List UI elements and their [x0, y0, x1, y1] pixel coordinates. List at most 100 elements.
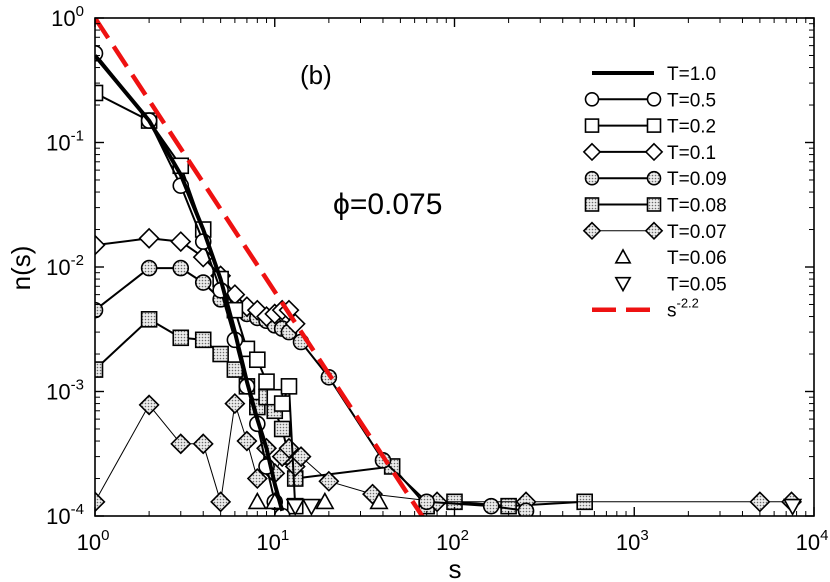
legend-marker [646, 170, 662, 186]
y-tick-exp: 0 [76, 3, 84, 20]
y-tick-label: 100 [51, 3, 84, 31]
legend-label-text: T=0.1 [667, 143, 716, 164]
legend-label: T=0.08 [667, 196, 727, 217]
y-tick-exp: -2 [71, 252, 84, 269]
data-point [280, 378, 298, 395]
legend-label-text: T=0.06 [667, 248, 727, 269]
plot-frame [94, 17, 815, 517]
legend-label-text: T=0.2 [667, 117, 716, 138]
data-point [95, 84, 104, 102]
data-point [782, 498, 803, 516]
legend-marker [584, 118, 600, 133]
legend-label-text: T=0.05 [667, 274, 727, 295]
legend-item: T=0.07 [582, 221, 727, 243]
series-t-0-05 [285, 498, 803, 516]
legend: T=1.0 T=0.5 T=0.2 T=0.1 T=0.09 T=0.08 T=0.07 T=… [582, 64, 727, 322]
data-point [172, 259, 190, 277]
data-point [249, 351, 266, 369]
data-point [95, 234, 106, 256]
data-point [285, 498, 305, 516]
data-point [140, 259, 158, 277]
data-point [517, 502, 535, 516]
data-point [418, 493, 435, 511]
y-tick-label: 10-1 [46, 128, 84, 156]
legend-marker [584, 92, 600, 107]
data-point [315, 491, 335, 510]
y-tick-label: 10-4 [46, 501, 84, 529]
x-tick-base: 10 [616, 530, 640, 555]
y-tick-base: 10 [46, 131, 70, 156]
x-tick-base: 10 [796, 530, 820, 555]
x-axis-label: s [449, 554, 462, 582]
legend-marker [646, 92, 662, 107]
data-point [290, 446, 312, 468]
y-axis-label: n(s) [6, 246, 36, 291]
data-point [258, 373, 275, 390]
data-point [273, 395, 291, 412]
legend-marker [584, 170, 600, 186]
x-tick-label: 103 [616, 527, 649, 555]
series-layer [95, 18, 803, 516]
data-point [192, 433, 214, 455]
x-tick-label: 104 [796, 527, 829, 555]
y-tick-exp: -3 [71, 377, 84, 394]
legend-label: T=0.5 [667, 90, 716, 111]
data-point [172, 329, 190, 347]
data-point [278, 437, 300, 459]
y-tick-label: 10-3 [46, 377, 84, 405]
legend-item: T=0.5 [584, 90, 716, 111]
legend-label-text: T=0.08 [667, 196, 727, 217]
data-point [273, 420, 291, 438]
legend-label: T=0.05 [667, 274, 727, 295]
phi-value: =0.075 [350, 188, 443, 221]
series-line [95, 54, 285, 512]
data-point [212, 345, 229, 363]
y-tick-base: 10 [46, 255, 70, 280]
legend-item: s-2.2 [592, 296, 699, 322]
data-point [301, 498, 322, 516]
legend-label: T=0.09 [667, 169, 727, 190]
data-point [482, 497, 500, 515]
legend-marker [646, 197, 662, 212]
legend-label: T=0.2 [667, 117, 716, 138]
data-point [95, 361, 104, 378]
data-point [194, 274, 212, 291]
phi-annotation: ϕ=0.075 [333, 188, 442, 221]
y-tick-base: 10 [51, 6, 75, 31]
legend-marker [614, 276, 632, 293]
x-tick-exp: 4 [820, 527, 828, 544]
legend-marker [584, 197, 600, 212]
data-point [318, 470, 340, 492]
legend-label: T=0.06 [667, 248, 727, 269]
x-tick-exp: 3 [640, 527, 648, 544]
legend-item: T=1.0 [592, 64, 716, 85]
legend-item: T=0.05 [614, 274, 727, 295]
legend-marker [644, 221, 664, 241]
legend-marker [582, 221, 602, 241]
data-point [226, 361, 244, 378]
series-t-0-2 [95, 84, 304, 515]
data-point [224, 393, 246, 415]
legend-label-exp: -2.2 [677, 296, 699, 311]
y-tick-label: 10-2 [46, 252, 84, 280]
data-point [138, 227, 160, 249]
data-point [170, 231, 192, 253]
data-point [246, 468, 268, 490]
legend-marker [614, 248, 632, 264]
legend-item: T=0.08 [584, 196, 727, 217]
legend-label-text: T=0.07 [667, 222, 727, 243]
x-tick-base: 10 [436, 530, 460, 555]
y-tick-exp: -4 [71, 501, 84, 518]
phi-symbol: ϕ [333, 188, 350, 221]
legend-label-text: T=0.09 [667, 169, 727, 190]
legend-marker [644, 142, 664, 162]
x-tick-base: 10 [256, 530, 280, 555]
data-point [140, 311, 158, 328]
x-tick-label: 101 [256, 527, 289, 555]
data-point [369, 491, 389, 510]
panel-label: (b) [300, 60, 332, 90]
y-tick-base: 10 [46, 504, 70, 529]
data-point [194, 331, 212, 349]
